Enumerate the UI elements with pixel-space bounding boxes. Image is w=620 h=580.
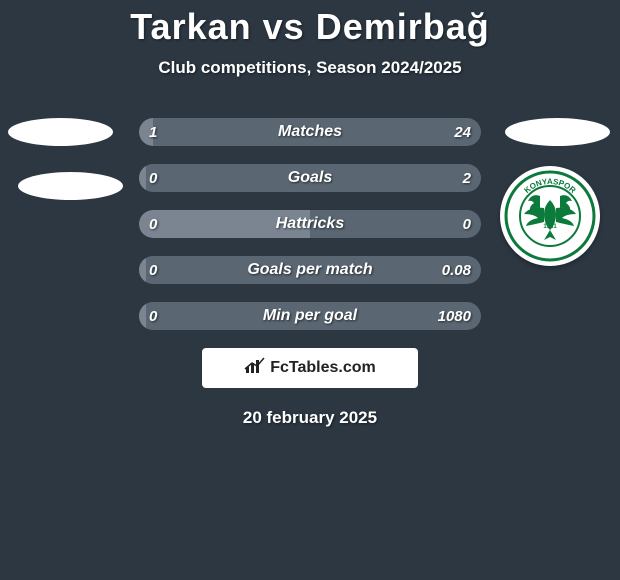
stat-bars: Matches124Goals02Hattricks00Goals per ma… bbox=[139, 118, 481, 330]
player2-club-badge: KONYASPOR 1981 bbox=[500, 166, 600, 266]
stat-value-left: 0 bbox=[149, 164, 157, 192]
stat-label: Goals bbox=[139, 164, 481, 192]
brand-chart-icon bbox=[244, 357, 266, 380]
page-title: Tarkan vs Demirbağ bbox=[0, 0, 620, 48]
stats-area: KONYASPOR 1981 Matches124Goals02Hattric bbox=[0, 118, 620, 330]
vs-label: vs bbox=[263, 6, 305, 47]
stat-label: Hattricks bbox=[139, 210, 481, 238]
stat-value-left: 0 bbox=[149, 210, 157, 238]
stat-value-left: 1 bbox=[149, 118, 157, 146]
stat-row: Goals0 2 bbox=[139, 164, 481, 192]
player1-name: Tarkan bbox=[130, 6, 251, 47]
stat-value-left: 0 bbox=[149, 302, 157, 330]
subtitle: Club competitions, Season 2024/2025 bbox=[0, 58, 620, 78]
stat-value-right: 0 bbox=[463, 210, 471, 238]
footer-date: 20 february 2025 bbox=[0, 408, 620, 428]
stat-label: Min per goal bbox=[139, 302, 481, 330]
stat-row: Hattricks0 0 bbox=[139, 210, 481, 238]
brand-box: FcTables.com bbox=[202, 348, 418, 388]
konyaspor-badge-icon: KONYASPOR 1981 bbox=[500, 166, 600, 266]
stat-row: Matches1 24 bbox=[139, 118, 481, 146]
badge-year: 1981 bbox=[543, 224, 557, 230]
stat-row: Goals per match0 0.08 bbox=[139, 256, 481, 284]
player1-club-placeholder bbox=[18, 172, 123, 200]
stat-value-right: 2 bbox=[463, 164, 471, 192]
brand-label: FcTables.com bbox=[270, 359, 376, 377]
player1-avatar-placeholder bbox=[8, 118, 113, 146]
stat-value-left: 0 bbox=[149, 256, 157, 284]
stat-value-right: 24 bbox=[454, 118, 471, 146]
stat-row: Min per goal0 1080 bbox=[139, 302, 481, 330]
stat-value-right: 1080 bbox=[438, 302, 471, 330]
player2-avatar-placeholder bbox=[505, 118, 610, 146]
stat-label: Matches bbox=[139, 118, 481, 146]
stat-label: Goals per match bbox=[139, 256, 481, 284]
player2-name: Demirbağ bbox=[316, 6, 490, 47]
stat-value-right: 0.08 bbox=[442, 256, 471, 284]
